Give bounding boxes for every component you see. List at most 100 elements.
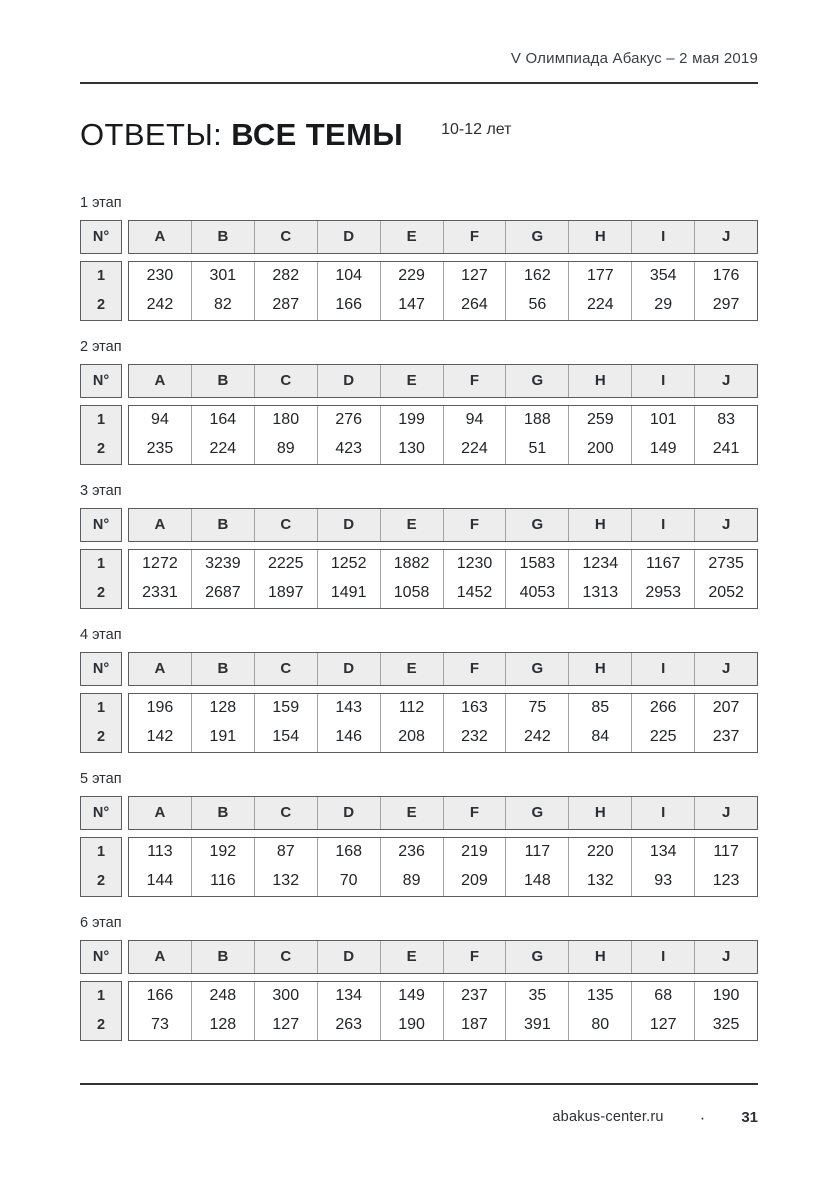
- answer-value-E-row2: 147: [398, 296, 425, 314]
- answer-value-E-row2: 89: [402, 872, 421, 890]
- answer-value-J-row1: 207: [712, 699, 740, 717]
- answer-value-B-row1: 301: [209, 267, 237, 285]
- answer-value-H-row2: 200: [586, 440, 614, 458]
- column-header-G: G: [505, 508, 568, 541]
- answer-value-A-row1: 166: [146, 987, 174, 1005]
- answer-value-C-row2: 89: [276, 440, 295, 458]
- answer-column-H: 177 224: [568, 261, 631, 320]
- row-label-2: 2: [96, 297, 106, 314]
- answer-value-D-row1: 168: [335, 843, 363, 861]
- body-columns: 196 142 128 191 159 154 143 146 112 208 163 232 75 24…: [128, 692, 758, 753]
- answer-value-H-row2: 1313: [582, 584, 619, 602]
- answer-column-G: 162 56: [505, 261, 568, 320]
- answer-value-H-row1: 177: [586, 267, 614, 285]
- answer-column-I: 266 225: [631, 693, 694, 752]
- answer-value-F-row1: 219: [461, 843, 488, 861]
- answer-value-E-row1: 199: [398, 411, 425, 429]
- answer-value-G-row1: 35: [528, 987, 547, 1005]
- answer-value-G-row1: 188: [524, 411, 551, 429]
- table-body: 1 2 196 142 128 191 159 154 143 146 112 208 163 232 75…: [80, 692, 758, 753]
- answer-column-I: 101 149: [631, 405, 694, 464]
- answer-column-J: 207 237: [694, 693, 757, 752]
- answer-column-E: 149 190: [379, 981, 443, 1040]
- answer-column-I: 134 93: [631, 837, 694, 896]
- answer-column-A: 166 73: [129, 982, 191, 1040]
- answer-column-H: 135 80: [568, 981, 631, 1040]
- answer-column-E: 236 89: [379, 837, 443, 896]
- answer-value-I-row1: 68: [654, 987, 673, 1005]
- stage-section-1: 1 этап N° A B C D E F G H I J 1 2 230 242 301 82 282 287 104…: [80, 195, 758, 321]
- column-header-I: I: [631, 652, 694, 685]
- answer-value-E-row1: 112: [398, 699, 425, 717]
- answer-value-E-row2: 208: [398, 728, 425, 746]
- answer-value-J-row2: 2052: [708, 584, 744, 602]
- column-header-D: D: [316, 508, 380, 541]
- table-body: 1 2 113 144 192 116 87 132 168 70 236 89 219 209 117 14…: [80, 836, 758, 897]
- stage-label: 6 этап: [80, 914, 122, 931]
- column-header-H: H: [568, 940, 631, 973]
- answer-column-B: 128 191: [190, 693, 254, 752]
- corner-header-cell: N°: [80, 219, 122, 254]
- answer-value-A-row2: 2331: [142, 584, 178, 602]
- header-body-gap: [80, 830, 758, 837]
- answer-value-F-row2: 187: [461, 1016, 488, 1034]
- column-header-I: I: [631, 364, 694, 397]
- footer-rule: [80, 1082, 758, 1085]
- row-label-1: 1: [96, 988, 106, 1005]
- answer-column-I: 354 29: [631, 261, 694, 320]
- column-header-C: C: [253, 652, 317, 685]
- page-title: ОТВЕТЫ: ВСЕ ТЕМЫ: [80, 117, 403, 153]
- body-columns: 166 73 248 128 300 127 134 263 149 190 237 187 35 391…: [128, 980, 758, 1041]
- answer-value-B-row2: 224: [209, 440, 237, 458]
- column-header-E: E: [379, 652, 443, 685]
- answer-value-H-row1: 259: [586, 411, 614, 429]
- answer-value-C-row2: 287: [272, 296, 300, 314]
- corner-header-cell: N°: [80, 363, 122, 398]
- answer-column-A: 196 142: [129, 694, 191, 752]
- column-header-C: C: [253, 940, 317, 973]
- answer-column-F: 127 264: [442, 261, 506, 320]
- answer-column-E: 112 208: [379, 693, 443, 752]
- table-body: 1 2 94 235 164 224 180 89 276 423 199 130 94 224 188 51…: [80, 404, 758, 465]
- header-body-gap: [80, 974, 758, 981]
- answer-value-F-row2: 264: [461, 296, 488, 314]
- answer-column-D: 134 263: [316, 981, 380, 1040]
- column-header-B: B: [190, 940, 254, 973]
- column-header-E: E: [379, 364, 443, 397]
- stage-label: 4 этап: [80, 626, 122, 643]
- sections: 1 этап N° A B C D E F G H I J 1 2 230 242 301 82 282 287 104…: [80, 195, 758, 1041]
- footer-page-number: 31: [741, 1108, 758, 1126]
- answer-column-D: 104 166: [316, 261, 380, 320]
- table-header-row: N° A B C D E F G H I J: [80, 651, 758, 686]
- column-header-H: H: [568, 220, 631, 253]
- answer-value-F-row1: 127: [461, 267, 488, 285]
- column-header-H: H: [568, 652, 631, 685]
- table-header-row: N° A B C D E F G H I J: [80, 507, 758, 542]
- answer-column-B: 301 82: [190, 261, 254, 320]
- column-header-A: A: [154, 372, 166, 390]
- column-header-F: F: [442, 220, 506, 253]
- column-header-B: B: [190, 364, 254, 397]
- stage-section-5: 5 этап N° A B C D E F G H I J 1 2 113 144 192 116 87 132 168…: [80, 771, 758, 897]
- answer-value-B-row1: 164: [209, 411, 237, 429]
- column-header-I: I: [631, 508, 694, 541]
- answer-value-D-row1: 134: [335, 987, 363, 1005]
- answer-value-D-row2: 423: [335, 440, 363, 458]
- column-header-F: F: [442, 364, 506, 397]
- column-header-G: G: [505, 940, 568, 973]
- answer-column-C: 180 89: [253, 405, 317, 464]
- column-header-E: E: [379, 220, 443, 253]
- answer-value-I-row2: 149: [649, 440, 677, 458]
- table-header-row: N° A B C D E F G H I J: [80, 219, 758, 254]
- table-header-row: N° A B C D E F G H I J: [80, 795, 758, 830]
- column-header-J: J: [694, 364, 757, 397]
- column-header-C: C: [253, 220, 317, 253]
- answer-column-F: 163 232: [442, 693, 506, 752]
- answer-value-G-row2: 51: [528, 440, 547, 458]
- answer-value-C-row1: 87: [276, 843, 295, 861]
- answer-value-B-row2: 116: [210, 872, 236, 890]
- answer-column-G: 117 148: [505, 837, 568, 896]
